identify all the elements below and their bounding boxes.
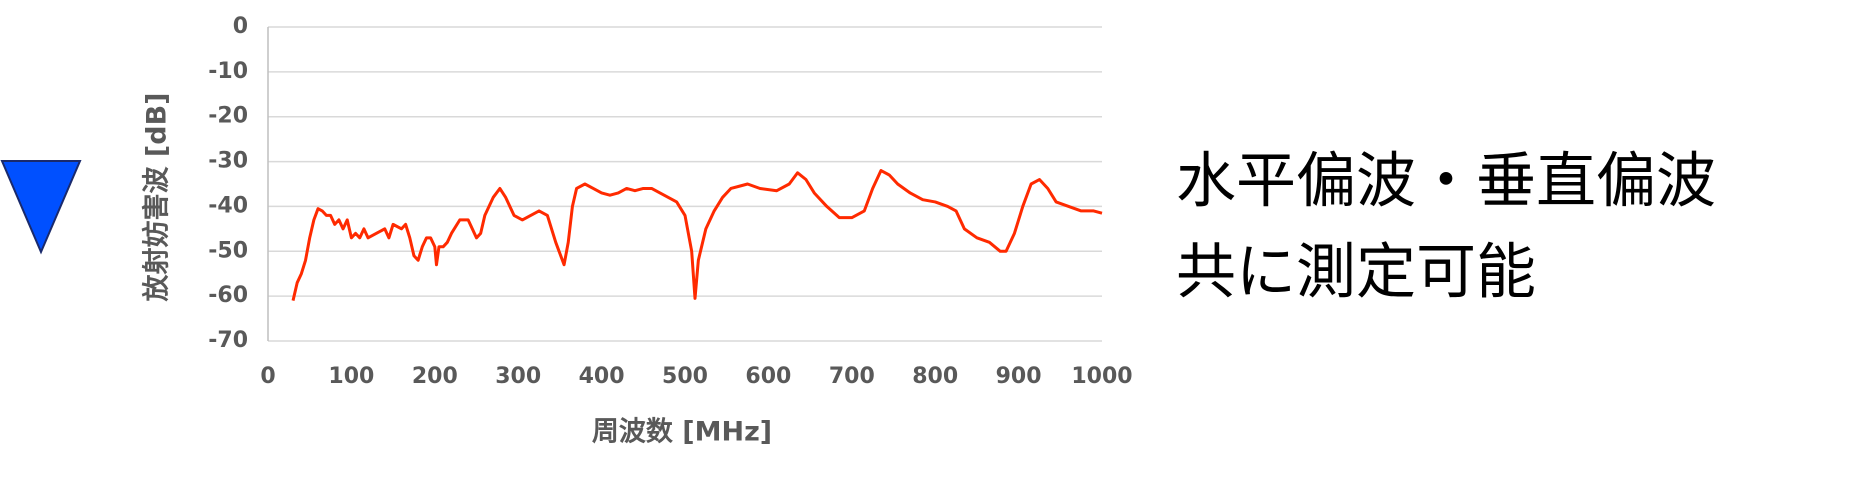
annotation: 共に測定可能 xyxy=(1176,238,1536,308)
x-tick-label: 600 xyxy=(745,364,791,389)
x-tick-label: 0 xyxy=(260,364,275,389)
y-tick-label: -30 xyxy=(208,149,248,174)
y-tick-label: -20 xyxy=(208,104,248,129)
annotation: 水平偏波・垂直偏波 xyxy=(1176,147,1716,217)
x-tick-label: 1000 xyxy=(1071,364,1132,389)
y-tick-label: -50 xyxy=(208,238,248,263)
y-tick-label: -40 xyxy=(208,193,248,218)
x-tick-label: 500 xyxy=(662,364,708,389)
data-line xyxy=(291,169,1103,301)
y-tick-label: -10 xyxy=(208,59,248,84)
y-tick-label: 0 xyxy=(233,14,248,39)
x-tick-label: 800 xyxy=(912,364,958,389)
y-tick-label: -70 xyxy=(208,328,248,353)
x-tick-label: 100 xyxy=(328,364,374,389)
x-tick-label: 400 xyxy=(579,364,625,389)
x-tick-label: 900 xyxy=(996,364,1042,389)
arrow-icon xyxy=(0,160,82,255)
y-axis-title: 放射妨害波 [dB] xyxy=(141,93,173,303)
x-tick-label: 200 xyxy=(412,364,458,389)
x-axis-title: 周波数 [MHz] xyxy=(592,417,772,448)
x-tick-label: 700 xyxy=(829,364,875,389)
x-tick-label: 300 xyxy=(495,364,541,389)
y-tick-label: -60 xyxy=(208,283,248,308)
